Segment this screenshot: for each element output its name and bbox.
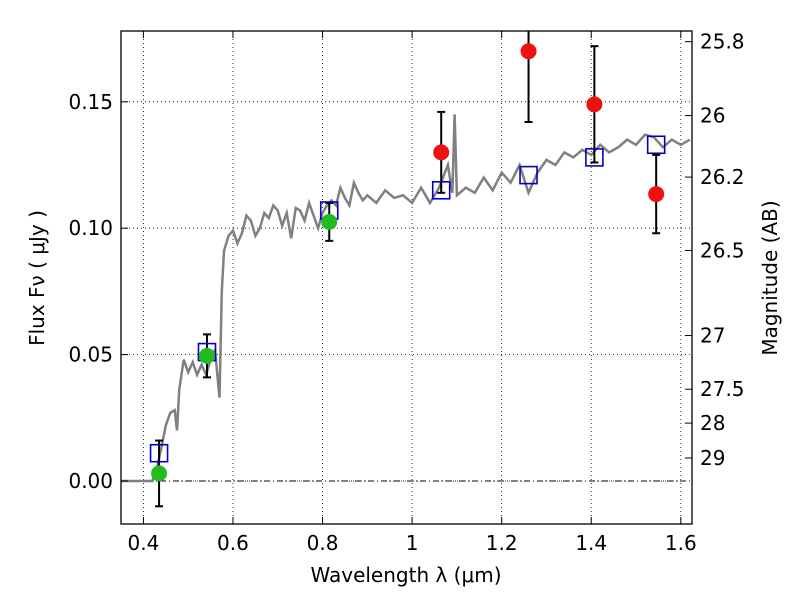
y-tick-label: 0.05: [68, 343, 113, 367]
x-tick-label: 1: [406, 531, 419, 555]
x-axis-ticks: 0.4 0.6 0.8 1 1.2 1.4 1.6: [127, 31, 697, 555]
magnitude-tick-label: 26.2: [700, 165, 745, 189]
model-photometry-squares: [149, 135, 666, 463]
error-bars: [155, 31, 661, 508]
magnitude-tick-label: 25.8: [700, 30, 745, 54]
magnitude-tick-label: 28: [700, 411, 725, 435]
grid: [121, 31, 692, 524]
y-tick-label: 0.15: [68, 90, 113, 114]
x-tick-label: 1.6: [665, 531, 697, 555]
magnitude-tick-label: 27: [700, 324, 725, 348]
plot-data: [121, 31, 691, 508]
x-tick-label: 1.2: [486, 531, 518, 555]
x-axis-label: Wavelength λ (μm): [310, 563, 501, 587]
green-data-point: [151, 465, 168, 482]
observed-points: [151, 43, 665, 482]
y-axis-label: Flux Fν ( μJy ): [25, 210, 49, 346]
green-data-point: [321, 213, 338, 230]
y-tick-label: 0.00: [68, 469, 113, 493]
x-tick-label: 1.4: [575, 531, 607, 555]
red-data-point: [520, 43, 537, 60]
magnitude-tick-label: 29: [700, 446, 725, 470]
magnitude-tick-label: 26: [700, 104, 725, 128]
green-data-point: [198, 347, 215, 364]
red-data-point: [433, 144, 450, 161]
x-tick-label: 0.6: [217, 531, 249, 555]
red-data-point: [648, 186, 665, 203]
magnitude-axis-label: Magnitude (AB): [758, 200, 782, 355]
plot-frame: [120, 30, 693, 525]
red-data-point: [586, 96, 603, 113]
magnitude-axis-ticks: 25.8 26 26.2 26.5 27 27.5 28 29: [685, 30, 745, 470]
model-square-marker: [149, 443, 169, 463]
magnitude-tick-label: 27.5: [700, 377, 745, 401]
y-tick-label: 0.10: [68, 216, 113, 240]
x-tick-label: 0.8: [307, 531, 339, 555]
model-square-marker: [431, 180, 451, 200]
model-square-marker: [585, 148, 604, 167]
magnitude-tick-label: 26.5: [700, 238, 745, 262]
model-square-marker: [646, 135, 666, 155]
y-axis-ticks: 0.00 0.05 0.10 0.15: [68, 90, 128, 493]
x-tick-label: 0.4: [127, 531, 159, 555]
model-spectrum-line: [121, 114, 691, 483]
model-square-marker: [519, 165, 538, 185]
